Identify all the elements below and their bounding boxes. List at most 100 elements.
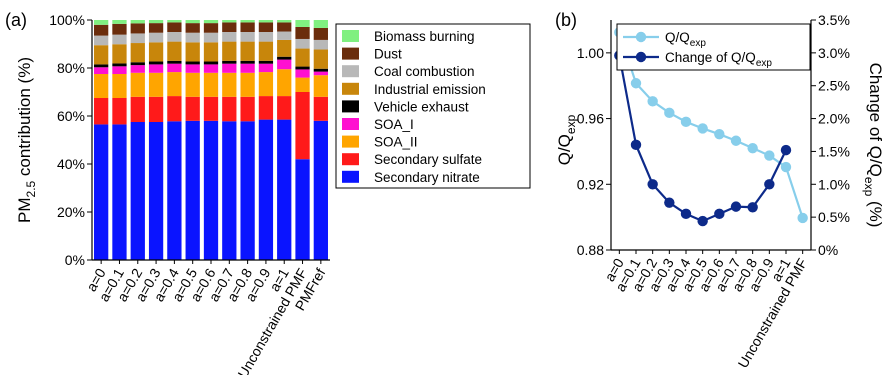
bar-segment — [112, 124, 127, 261]
bar-segment — [167, 32, 182, 42]
bar-segment — [167, 60, 182, 64]
legend-label: Vehicle exhaust — [374, 99, 469, 114]
bar-segment — [258, 72, 274, 97]
legend-marker — [635, 31, 647, 43]
legend-label: SOA_II — [374, 135, 418, 150]
bar-segment — [203, 61, 219, 65]
series-point — [714, 128, 725, 140]
right-y-tick-label: 0.5% — [818, 209, 850, 225]
series-point — [780, 144, 792, 156]
legend-box — [616, 23, 811, 71]
legend-swatch — [342, 118, 359, 130]
panel-a-y-axis-label: PM2.5 contribution (%) — [15, 57, 38, 223]
bar-segment — [222, 121, 237, 260]
right-y-tick-label: 2.0% — [818, 111, 850, 127]
series-point — [664, 197, 675, 208]
panel-a-legend: Biomass burning Dust Coal combustion Indust… — [335, 23, 531, 189]
y-tick-label: 40% — [57, 156, 85, 172]
series-point — [747, 202, 758, 213]
bar-segment — [185, 61, 200, 65]
bar-segment — [94, 98, 109, 125]
right-y-tick-label: 0% — [818, 242, 838, 258]
bar-segment — [313, 68, 328, 72]
bar-segment — [222, 63, 237, 73]
bar-segment — [258, 20, 274, 23]
bar-segment — [148, 96, 164, 122]
left-y-tick-label: 0.92 — [577, 176, 604, 192]
bar-segment — [277, 39, 292, 57]
bar-segment — [277, 31, 292, 40]
left-y-tick-label: 0.88 — [577, 242, 604, 258]
bar-segment — [240, 20, 255, 23]
bar-segment — [112, 23, 127, 35]
legend-label: Change of Q/Qexp — [665, 50, 772, 69]
bar-segment — [130, 33, 145, 44]
legend-swatch — [342, 100, 359, 113]
bar-segment — [277, 56, 292, 60]
right-y-tick-label: 1.0% — [818, 176, 850, 192]
y-tick-label: 60% — [57, 108, 85, 124]
series-point — [730, 201, 742, 212]
bar-segment — [240, 22, 255, 32]
bar-segment — [277, 20, 292, 23]
bar-segment — [203, 120, 219, 260]
bar-segment — [185, 64, 200, 73]
bar-segment — [240, 63, 255, 73]
legend-swatch — [342, 65, 359, 78]
series-point — [647, 179, 658, 190]
bar-segment — [295, 66, 310, 70]
bar-segment — [258, 60, 274, 64]
legend-swatch — [342, 135, 359, 148]
panel-a-axes — [91, 20, 330, 261]
bar-segment — [313, 96, 328, 121]
bar-segment — [222, 60, 237, 64]
bar-segment — [148, 42, 164, 62]
bar-segment — [185, 120, 200, 260]
legend-swatch — [342, 30, 359, 42]
legend-swatch — [342, 170, 359, 183]
left-y-tick-label: 1.00 — [577, 45, 604, 61]
series-point — [680, 116, 692, 128]
panel-a-x-ticks: a=0a=0.1a=0.2a=0.3a=0.4a=0.5a=0.6a=0.7a=… — [83, 260, 328, 375]
legend-box — [335, 23, 531, 189]
bar-segment — [112, 74, 127, 98]
bar-segment — [94, 35, 109, 46]
panel-a-y-ticks: 0% 20% 40% 60% 80% 100% — [49, 12, 92, 268]
legend-swatch — [342, 153, 359, 166]
bar-segment — [130, 62, 145, 66]
bar-segment — [258, 32, 274, 42]
legend-label: Biomass burning — [374, 29, 475, 44]
bar-segment — [185, 96, 200, 121]
series-point — [630, 78, 642, 89]
panel-a-label: (a) — [5, 10, 27, 30]
bar-segment — [258, 41, 274, 61]
bar-segment — [167, 22, 182, 32]
bar-segment — [167, 41, 182, 61]
legend-label: Industrial emission — [374, 82, 486, 97]
bar-segment — [148, 20, 164, 24]
legend-label: Coal combustion — [374, 64, 475, 79]
legend-swatch — [342, 82, 359, 95]
left-y-tick-label: 0.96 — [577, 111, 604, 127]
series-point — [747, 142, 758, 154]
bar-segment — [112, 98, 127, 125]
bar-segment — [258, 22, 274, 32]
bar-segment — [203, 23, 219, 33]
bar-segment — [295, 48, 310, 67]
bar-segment — [148, 72, 164, 97]
bar-segment — [112, 20, 127, 24]
right-y-tick-label: 1.5% — [818, 143, 850, 159]
series-point — [764, 179, 775, 190]
series-point — [697, 123, 708, 134]
y-tick-label: 80% — [57, 60, 85, 76]
bar-segment — [222, 20, 237, 23]
panel-b-label: (b) — [555, 10, 577, 30]
bar-segment — [295, 69, 310, 78]
bar-segment — [258, 119, 274, 260]
panel-b-line-chart: (b) Q/Qexp Change of Q/Qexp (%) 0.88 0.92… — [555, 10, 885, 371]
bar-segment — [222, 96, 237, 122]
bar-segment — [295, 159, 310, 260]
bar-segment — [240, 96, 255, 122]
